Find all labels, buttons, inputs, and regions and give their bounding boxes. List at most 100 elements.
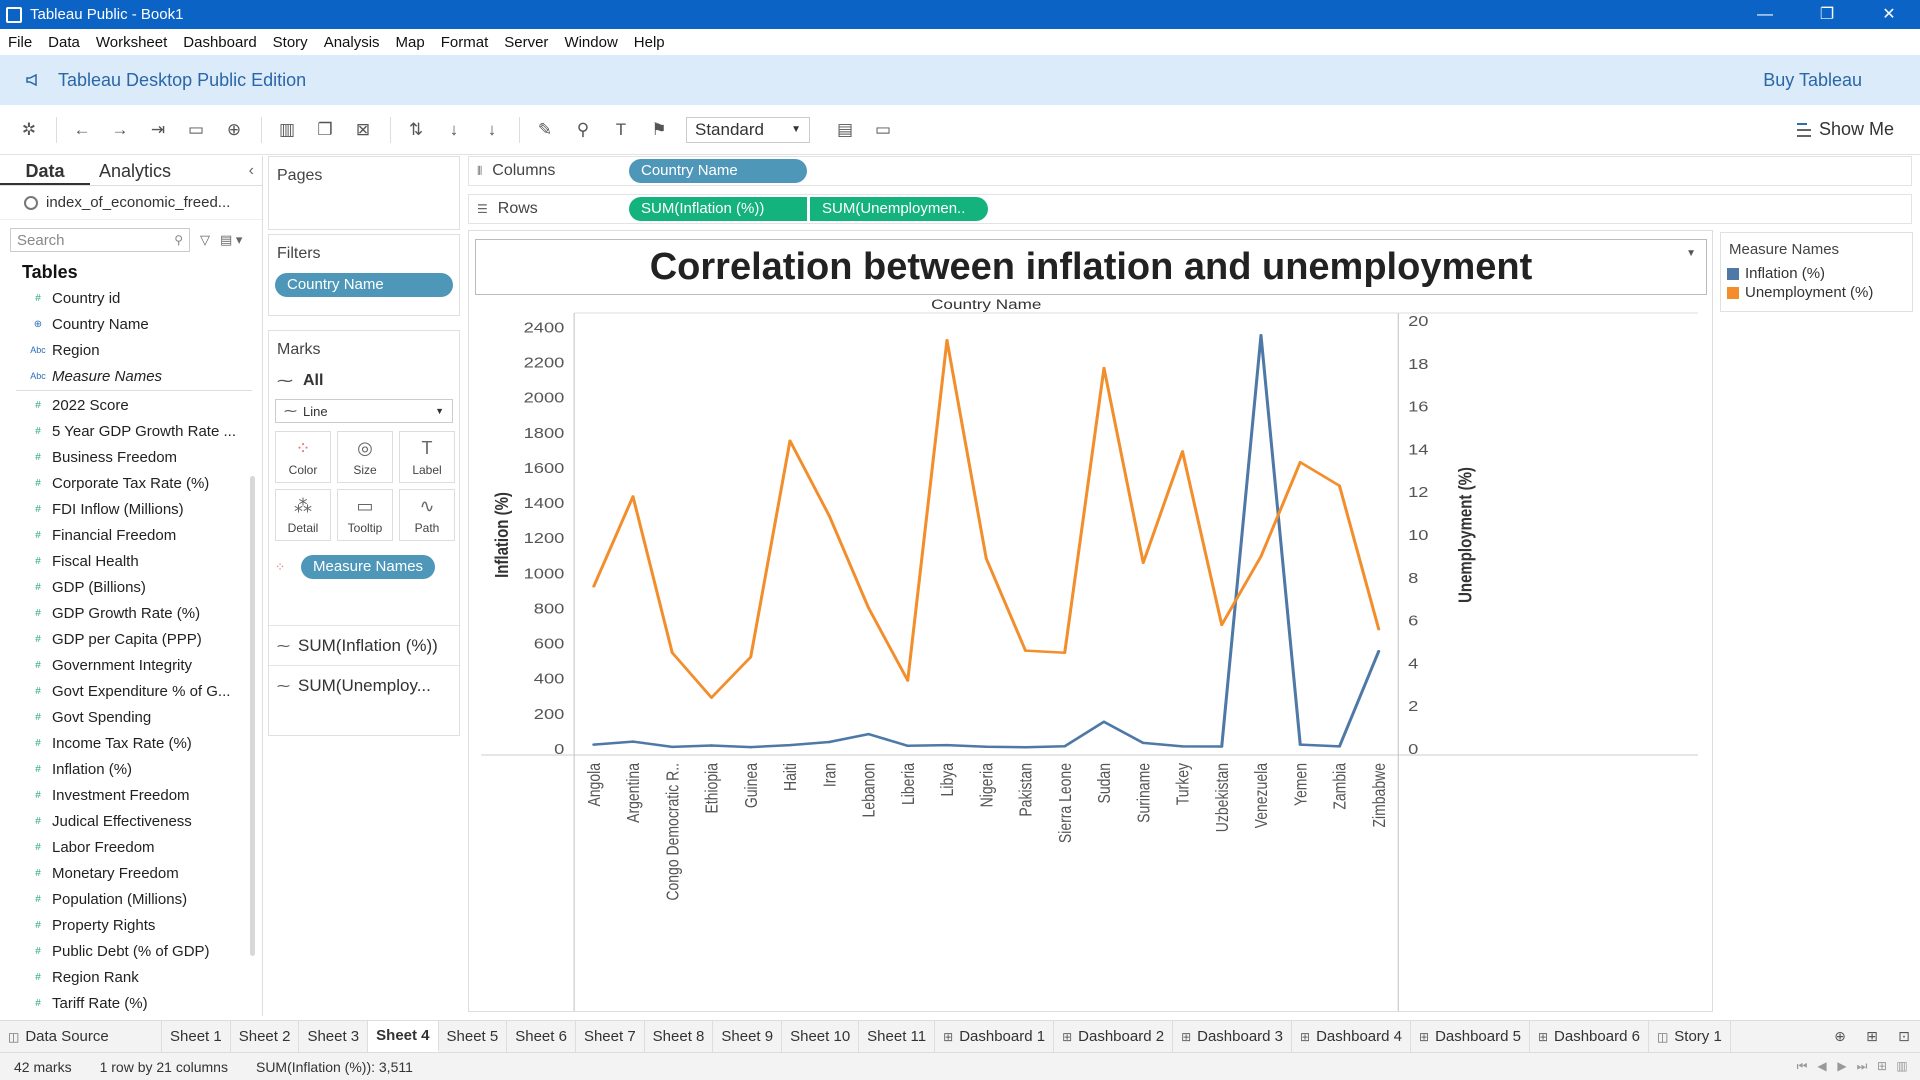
sheet-tab[interactable]: Sheet 10 — [782, 1021, 860, 1052]
field-item[interactable]: # Inflation (%) — [0, 756, 262, 782]
show-me-button[interactable]: Show Me — [1796, 119, 1894, 140]
prev-sheet-icon[interactable]: ◀ — [1817, 1059, 1827, 1073]
line-chart[interactable]: Country Name0200400600800100012001400160… — [469, 295, 1704, 1011]
maximize-button[interactable]: ❐ — [1819, 6, 1835, 23]
view-options-icon[interactable]: ▤ ▾ — [220, 232, 243, 247]
sheet-tab[interactable]: ◫ Story 1 — [1649, 1021, 1731, 1052]
tab-analytics[interactable]: Analytics — [98, 161, 172, 181]
field-search-input[interactable]: Search ⚲ — [10, 228, 190, 252]
field-item[interactable]: #2022 Score — [0, 392, 262, 418]
fit-dropdown[interactable]: Standard ▼ — [686, 116, 810, 143]
data-source-tab[interactable]: ◫ Data Source — [0, 1021, 162, 1052]
menu-worksheet[interactable]: Worksheet — [95, 33, 168, 51]
marks-detail-button[interactable]: ⁂ Detail — [275, 489, 331, 541]
sheet-tab[interactable]: Sheet 2 — [231, 1021, 300, 1052]
filter-icon[interactable]: ▽ — [200, 232, 210, 247]
legend-item-unemployment[interactable]: Unemployment (%) — [1721, 283, 1912, 302]
marks-measure-unemployment[interactable]: ⁓ SUM(Unemploy... — [269, 665, 459, 705]
sheet-tab[interactable]: ⊞ Dashboard 1 — [935, 1021, 1055, 1052]
duplicate-sheet-icon[interactable]: ❐ — [317, 119, 333, 139]
menu-window[interactable]: Window — [564, 33, 618, 51]
tableau-logo-icon[interactable]: ✲ — [21, 119, 37, 139]
group-icon[interactable]: ⚲ — [576, 119, 590, 139]
show-labels-icon[interactable]: T — [615, 119, 627, 139]
field-item[interactable]: # Monetary Freedom — [0, 860, 262, 886]
menu-data[interactable]: Data — [48, 33, 80, 51]
menu-map[interactable]: Map — [395, 33, 425, 51]
field-item[interactable]: Abc Measure Names — [0, 363, 262, 389]
menu-help[interactable]: Help — [633, 33, 665, 51]
field-item[interactable]: # Property Rights — [0, 912, 262, 938]
field-item[interactable]: # Population (Millions) — [0, 886, 262, 912]
data-source-item[interactable]: index_of_economic_freed... — [0, 186, 262, 220]
last-sheet-icon[interactable]: ⏭ — [1856, 1059, 1868, 1073]
marks-size-button[interactable]: ◎ Size — [337, 431, 393, 483]
first-sheet-icon[interactable]: ⏮ — [1796, 1059, 1808, 1073]
filmstrip-icon[interactable]: ▥ — [1896, 1059, 1908, 1073]
redo-icon[interactable]: → — [111, 119, 129, 139]
field-item[interactable]: # Government Integrity — [0, 652, 262, 678]
sheet-tab[interactable]: ⊞ Dashboard 5 — [1411, 1021, 1530, 1052]
field-item[interactable]: # Govt Expenditure % of G... — [0, 678, 262, 704]
new-worksheet-icon[interactable]: ⊕ — [1834, 1028, 1846, 1044]
sheet-tab[interactable]: Sheet 3 — [299, 1021, 369, 1052]
field-item[interactable]: # Financial Freedom — [0, 522, 262, 548]
field-item[interactable]: Abc Region — [0, 337, 262, 363]
sheet-tab[interactable]: Sheet 6 — [507, 1021, 576, 1052]
sheet-tab[interactable]: ⊞ Dashboard 4 — [1292, 1021, 1411, 1052]
marks-all-row[interactable]: ⁓ All — [269, 369, 459, 399]
columns-shelf[interactable]: ⦀ Columns Country Name — [468, 156, 1912, 186]
tab-data[interactable]: Data — [0, 156, 90, 185]
sheet-tab[interactable]: Sheet 4 — [368, 1021, 439, 1052]
field-item[interactable]: # GDP Growth Rate (%) — [0, 600, 262, 626]
field-list-scrollbar[interactable] — [250, 476, 255, 956]
minimize-button[interactable]: — — [1757, 6, 1773, 23]
new-story-icon[interactable]: ⊡ — [1898, 1028, 1910, 1044]
field-item[interactable]: # Labor Freedom — [0, 834, 262, 860]
field-item[interactable]: # GDP (Billions) — [0, 574, 262, 600]
redo-history-icon[interactable]: ⇥ — [150, 119, 166, 139]
rows-shelf[interactable]: ☰ Rows SUM(Inflation (%)) SUM(Unemploymen… — [468, 194, 1912, 224]
field-item[interactable]: #5 Year GDP Growth Rate ... — [0, 418, 262, 444]
marks-color-button[interactable]: ⁘ Color — [275, 431, 331, 483]
undo-icon[interactable]: ← — [73, 119, 91, 139]
field-item[interactable]: # Govt Spending — [0, 704, 262, 730]
menu-story[interactable]: Story — [272, 33, 308, 51]
marks-label-button[interactable]: T Label — [399, 431, 455, 483]
field-item[interactable]: # GDP per Capita (PPP) — [0, 626, 262, 652]
chevron-down-icon[interactable]: ▼ — [1686, 248, 1696, 259]
rows-pill-unemployment[interactable]: SUM(Unemploymen.. — [810, 197, 988, 221]
sort-ascending-icon[interactable]: ↓ — [449, 119, 459, 139]
highlight-icon[interactable]: ✎ — [537, 119, 553, 139]
fix-axes-icon[interactable]: ▤ — [836, 119, 854, 139]
menu-format[interactable]: Format — [440, 33, 489, 51]
legend-item-inflation[interactable]: Inflation (%) — [1721, 264, 1912, 283]
sheet-tab[interactable]: ⊞ Dashboard 6 — [1530, 1021, 1649, 1052]
menu-dashboard[interactable]: Dashboard — [183, 33, 257, 51]
field-item[interactable]: # Country id — [0, 285, 262, 311]
menu-file[interactable]: File — [8, 33, 33, 51]
new-worksheet-icon[interactable]: ▥ — [278, 119, 296, 139]
field-item[interactable]: # Investment Freedom — [0, 782, 262, 808]
menu-server[interactable]: Server — [504, 33, 549, 51]
new-data-source-icon[interactable]: ⊕ — [226, 119, 242, 139]
sheet-tab[interactable]: Sheet 5 — [439, 1021, 508, 1052]
menu-analysis[interactable]: Analysis — [323, 33, 380, 51]
field-item[interactable]: # FDI Inflow (Millions) — [0, 496, 262, 522]
field-item[interactable]: # Income Tax Rate (%) — [0, 730, 262, 756]
columns-pill-country-name[interactable]: Country Name — [629, 159, 807, 183]
field-item[interactable]: # Public Debt (% of GDP) — [0, 938, 262, 964]
chart-title[interactable]: Correlation between inflation and unempl… — [475, 239, 1707, 295]
sheet-tab[interactable]: ⊞ Dashboard 2 — [1054, 1021, 1174, 1052]
sheet-sorter-icon[interactable]: ⊞ — [1876, 1059, 1888, 1073]
pin-icon[interactable]: ⚑ — [651, 119, 667, 139]
marks-tooltip-button[interactable]: ▭ Tooltip — [337, 489, 393, 541]
sheet-tab[interactable]: Sheet 7 — [576, 1021, 645, 1052]
collapse-pane-icon[interactable]: ‹ — [248, 162, 254, 179]
field-item[interactable]: # Judical Effectiveness — [0, 808, 262, 834]
pages-shelf[interactable]: Pages — [268, 156, 460, 230]
swap-rows-columns-icon[interactable]: ⇅ — [408, 119, 424, 139]
presentation-mode-icon[interactable]: ▭ — [874, 119, 892, 139]
marks-path-button[interactable]: ∿ Path — [399, 489, 455, 541]
filter-pill-country-name[interactable]: Country Name — [275, 273, 453, 297]
